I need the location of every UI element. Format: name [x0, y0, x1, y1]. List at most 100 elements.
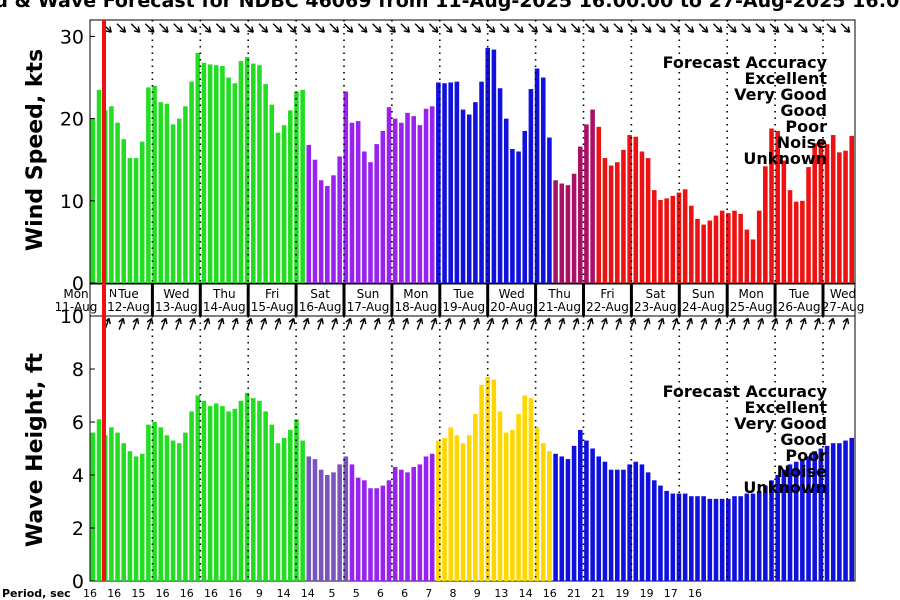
direction-arrow	[215, 23, 226, 33]
direction-arrow	[160, 317, 168, 330]
bar	[830, 443, 836, 581]
bar	[139, 141, 145, 283]
direction-arrow	[317, 317, 324, 330]
bar	[547, 137, 552, 283]
day-of-week: Wed	[830, 287, 856, 301]
direction-arrow	[799, 317, 807, 330]
bar	[417, 464, 423, 581]
day-of-week: Wed	[499, 287, 525, 301]
direction-arrow	[386, 23, 396, 33]
bar	[608, 165, 614, 283]
bar	[374, 488, 379, 581]
direction-arrow	[686, 317, 694, 330]
bar	[744, 493, 750, 581]
direction-arrow	[599, 23, 609, 33]
period-label: 16	[180, 587, 194, 600]
bar	[719, 498, 725, 581]
direction-arrow	[373, 317, 381, 330]
bar	[448, 82, 453, 284]
direction-arrow	[116, 23, 127, 33]
period-label: 21	[591, 587, 605, 600]
bar	[707, 220, 713, 283]
bar	[368, 162, 373, 283]
day-of-week: Fri	[600, 287, 614, 301]
bar	[756, 490, 762, 581]
legend-title: Forecast Accuracy	[663, 53, 828, 72]
direction-arrow	[343, 23, 354, 33]
bar	[824, 445, 830, 581]
bar	[392, 118, 398, 284]
day-date: 26-Aug	[778, 300, 821, 314]
direction-arrow	[258, 23, 269, 33]
bar	[423, 456, 429, 581]
direction-arrow	[826, 23, 837, 33]
bar	[355, 121, 361, 283]
y-tick-label: 0	[72, 571, 84, 593]
bar	[201, 400, 207, 581]
bar	[701, 224, 706, 283]
bar	[602, 158, 608, 283]
bar	[713, 498, 719, 581]
day-of-week: Sun	[357, 287, 380, 301]
bar	[442, 437, 447, 581]
direction-arrow	[558, 317, 566, 330]
direction-arrow	[714, 317, 722, 330]
direction-arrow	[175, 317, 182, 330]
direction-arrow	[272, 23, 283, 33]
bar	[312, 459, 318, 581]
bar	[787, 190, 793, 283]
bar	[571, 173, 577, 283]
bar	[121, 443, 127, 581]
period-label: 15	[131, 587, 145, 600]
bar	[460, 443, 466, 581]
direction-arrow	[601, 317, 608, 330]
bar	[232, 408, 238, 581]
bar	[485, 47, 491, 283]
bar	[658, 199, 663, 283]
bar	[540, 77, 546, 283]
bar	[473, 102, 478, 283]
bar	[602, 461, 608, 581]
bar	[312, 159, 318, 283]
bar	[466, 114, 472, 284]
bar	[479, 81, 484, 283]
day-of-week: Sun	[692, 287, 715, 301]
bar	[670, 493, 676, 581]
day-of-week: Tue	[117, 287, 139, 301]
bar	[800, 459, 805, 581]
direction-arrow	[144, 23, 155, 33]
day-date: 17-Aug	[347, 300, 390, 314]
bar	[176, 118, 182, 284]
direction-arrow	[656, 23, 666, 33]
direction-arrow	[812, 23, 822, 33]
bar	[220, 406, 225, 581]
bar	[152, 422, 157, 581]
bar	[362, 151, 367, 283]
bar	[436, 440, 441, 581]
direction-arrow	[231, 317, 239, 330]
legend-entry: Poor	[785, 117, 827, 136]
bar	[368, 488, 373, 581]
wave-direction-arrows	[104, 317, 850, 330]
direction-arrow	[530, 317, 537, 330]
bar	[781, 469, 787, 581]
bar	[491, 49, 497, 284]
bar	[405, 472, 410, 581]
bar	[547, 451, 552, 581]
day-of-week: Fri	[265, 287, 279, 301]
bar	[207, 64, 213, 283]
direction-arrow	[542, 23, 553, 33]
bar	[818, 139, 824, 283]
bar	[818, 448, 824, 581]
bar	[115, 122, 120, 283]
bar	[510, 429, 515, 581]
bar	[189, 411, 194, 581]
bar	[195, 395, 201, 581]
bar	[349, 464, 355, 581]
bar	[756, 210, 762, 284]
direction-arrow	[473, 317, 481, 330]
bar	[257, 400, 262, 581]
direction-arrow	[274, 317, 282, 330]
bar	[695, 496, 700, 581]
bar	[738, 496, 743, 581]
